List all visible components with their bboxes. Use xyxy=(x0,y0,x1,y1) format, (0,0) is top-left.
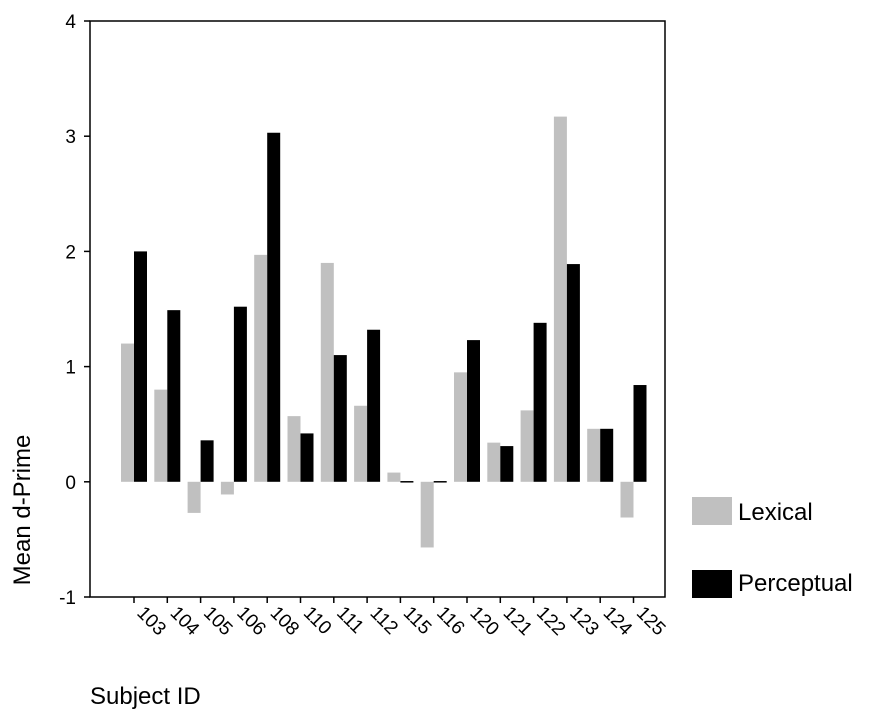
bar-perceptual-123 xyxy=(566,264,580,482)
x-tick-label: 116 xyxy=(432,603,468,639)
x-axis-title: Subject ID xyxy=(90,683,201,710)
y-axis-title: Mean d-Prime xyxy=(9,435,36,586)
legend: Lexical Perceptual xyxy=(692,497,853,598)
y-tick-label: 3 xyxy=(65,127,76,148)
bar-perceptual-125 xyxy=(633,385,647,482)
y-axis: -1 0 1 2 3 4 xyxy=(59,12,90,609)
legend-label-lexical: Lexical xyxy=(738,499,813,526)
legend-swatch-lexical xyxy=(692,497,732,525)
x-axis: 1031041051061081101111121151161201211221… xyxy=(132,597,669,640)
y-tick-label: 4 xyxy=(65,12,76,33)
bar-perceptual-106 xyxy=(233,306,247,482)
bar-perceptual-116 xyxy=(433,481,447,483)
bar-lexical-106 xyxy=(220,481,234,495)
bar-lexical-105 xyxy=(187,481,201,513)
bar-lexical-116 xyxy=(420,481,434,548)
x-tick-label: 125 xyxy=(632,603,669,640)
y-tick-label: 2 xyxy=(65,242,76,263)
y-tick-label: -1 xyxy=(59,588,76,609)
x-tick-label: 122 xyxy=(532,603,569,640)
bar-lexical-104 xyxy=(154,389,168,482)
bar-perceptual-105 xyxy=(200,440,214,482)
bar-lexical-108 xyxy=(254,254,268,482)
bar-perceptual-112 xyxy=(367,329,381,482)
legend-swatch-perceptual xyxy=(692,570,732,598)
bar-perceptual-103 xyxy=(134,251,147,482)
bar-perceptual-108 xyxy=(267,132,281,482)
bar-perceptual-120 xyxy=(467,340,480,482)
bar-lexical-120 xyxy=(454,372,467,482)
bar-lexical-123 xyxy=(553,116,567,482)
bar-lexical-115 xyxy=(387,472,401,482)
x-tick-label: 111 xyxy=(332,603,367,638)
x-tick-label: 106 xyxy=(232,603,269,640)
x-tick-label: 124 xyxy=(599,603,637,641)
bar-lexical-125 xyxy=(620,481,634,518)
bar-perceptual-104 xyxy=(167,310,181,482)
y-tick-label: 0 xyxy=(65,473,76,494)
bar-perceptual-124 xyxy=(600,428,614,482)
x-tick-label: 123 xyxy=(565,603,602,640)
x-tick-label: 108 xyxy=(266,603,303,640)
x-tick-label: 105 xyxy=(199,603,236,640)
bar-lexical-112 xyxy=(354,405,368,482)
legend-label-perceptual: Perceptual xyxy=(738,570,853,597)
bar-lexical-124 xyxy=(587,428,601,482)
bar-lexical-111 xyxy=(320,262,334,482)
x-tick-label: 121 xyxy=(499,603,536,640)
bar-perceptual-111 xyxy=(333,355,347,482)
bar-perceptual-110 xyxy=(300,433,314,482)
plot-frame xyxy=(89,20,666,598)
bar-lexical-121 xyxy=(487,442,501,482)
x-tick-label: 112 xyxy=(366,603,402,639)
x-tick-label: 115 xyxy=(399,603,435,639)
bar-lexical-103 xyxy=(121,343,134,482)
x-tick-label: 120 xyxy=(465,603,502,640)
bar-lexical-110 xyxy=(287,416,301,482)
bar-perceptual-122 xyxy=(533,322,547,482)
x-tick-label: 110 xyxy=(299,603,335,639)
x-tick-label: 103 xyxy=(132,603,169,640)
y-tick-label: 1 xyxy=(65,358,76,379)
x-tick-label: 104 xyxy=(166,603,204,641)
bar-lexical-122 xyxy=(520,410,534,482)
bar-perceptual-121 xyxy=(500,446,514,482)
bars xyxy=(121,116,647,548)
bar-perceptual-115 xyxy=(400,481,414,483)
